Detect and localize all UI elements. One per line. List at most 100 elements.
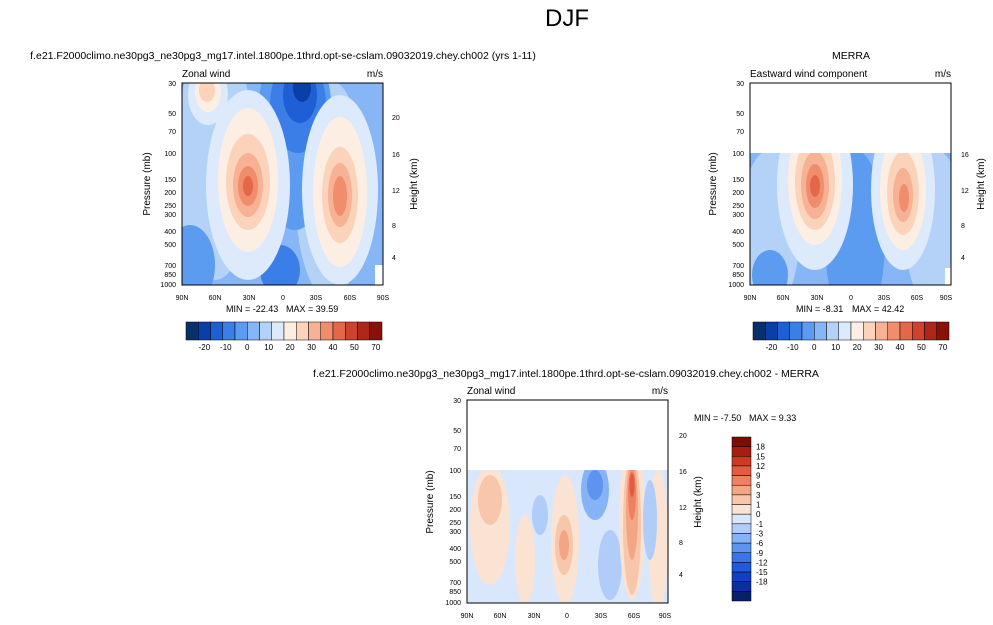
svg-text:30S: 30S bbox=[595, 613, 608, 620]
panel-model-max: MAX = 39.59 bbox=[286, 304, 338, 314]
colorbar-swatch bbox=[271, 321, 285, 341]
svg-text:250: 250 bbox=[449, 520, 461, 527]
colorbar-swatch bbox=[936, 321, 950, 341]
colorbar-label: 40 bbox=[329, 343, 338, 352]
svg-text:60N: 60N bbox=[494, 613, 507, 620]
svg-text:300: 300 bbox=[732, 212, 744, 219]
svg-text:60N: 60N bbox=[777, 295, 790, 302]
svg-text:50: 50 bbox=[168, 111, 176, 118]
svg-text:0: 0 bbox=[281, 295, 285, 302]
svg-text:90N: 90N bbox=[461, 613, 474, 620]
panel-merra-ylabel: Pressure (mb) bbox=[708, 152, 719, 215]
svg-text:60S: 60S bbox=[344, 295, 357, 302]
colorbar-label: -6 bbox=[756, 539, 764, 548]
svg-text:700: 700 bbox=[449, 580, 461, 587]
colorbar-swatch bbox=[789, 321, 803, 341]
colorbar-swatch bbox=[731, 513, 752, 525]
svg-text:70: 70 bbox=[453, 446, 461, 453]
svg-text:30N: 30N bbox=[243, 295, 256, 302]
svg-text:850: 850 bbox=[164, 272, 176, 279]
colorbar-swatch bbox=[875, 321, 888, 341]
colorbar-label: 30 bbox=[307, 343, 316, 352]
colorbar-swatch bbox=[731, 571, 752, 582]
svg-text:700: 700 bbox=[164, 263, 176, 270]
colorbar-label: -20 bbox=[766, 343, 778, 352]
colorbar-swatch bbox=[283, 321, 297, 341]
svg-text:70: 70 bbox=[736, 129, 744, 136]
svg-text:150: 150 bbox=[164, 177, 176, 184]
svg-text:90S: 90S bbox=[659, 613, 672, 620]
colorbar-label: -3 bbox=[756, 529, 764, 538]
svg-text:8: 8 bbox=[961, 223, 965, 230]
colorbar-label: 9 bbox=[756, 472, 761, 481]
colorbar-swatch bbox=[210, 321, 223, 341]
svg-text:1000: 1000 bbox=[728, 282, 744, 289]
panel-merra-colorbar: -20 -10 0 10 20 30 40 50 70 bbox=[752, 321, 950, 352]
colorbar-swatch bbox=[899, 321, 913, 341]
svg-text:16: 16 bbox=[961, 152, 969, 159]
svg-text:30N: 30N bbox=[528, 613, 541, 620]
svg-text:12: 12 bbox=[961, 188, 969, 195]
panel-diff-max: MAX = 9.33 bbox=[749, 413, 796, 423]
colorbar-label: 6 bbox=[756, 481, 761, 490]
svg-text:60S: 60S bbox=[628, 613, 641, 620]
svg-text:200: 200 bbox=[449, 507, 461, 514]
colorbar-swatch bbox=[369, 321, 383, 341]
panel-merra-ylabel-right: Height (km) bbox=[976, 158, 987, 210]
panel-merra-min: MIN = -8.31 bbox=[796, 304, 843, 314]
colorbar-label: 10 bbox=[264, 343, 273, 352]
svg-text:70: 70 bbox=[168, 129, 176, 136]
svg-text:4: 4 bbox=[961, 255, 965, 262]
panel-model-ylabel-right: Height (km) bbox=[409, 158, 420, 210]
colorbar-label: 1 bbox=[756, 501, 761, 510]
svg-text:850: 850 bbox=[449, 589, 461, 596]
svg-text:12: 12 bbox=[392, 188, 400, 195]
svg-text:16: 16 bbox=[392, 152, 400, 159]
colorbar-swatch bbox=[259, 321, 272, 341]
panel-merra-max: MAX = 42.42 bbox=[852, 304, 904, 314]
colorbar-swatch bbox=[814, 321, 827, 341]
svg-text:60S: 60S bbox=[911, 295, 924, 302]
svg-text:8: 8 bbox=[679, 540, 683, 547]
svg-text:4: 4 bbox=[679, 572, 683, 579]
colorbar-swatch bbox=[731, 523, 752, 534]
panel-model-subtitle-right: m/s bbox=[367, 69, 383, 80]
colorbar-label: -18 bbox=[756, 578, 768, 587]
svg-text:200: 200 bbox=[732, 190, 744, 197]
svg-text:30S: 30S bbox=[310, 295, 323, 302]
colorbar-label: 70 bbox=[371, 343, 380, 352]
svg-text:200: 200 bbox=[164, 190, 176, 197]
svg-text:400: 400 bbox=[732, 229, 744, 236]
svg-text:20: 20 bbox=[392, 115, 400, 122]
colorbar-swatch bbox=[731, 446, 752, 457]
svg-text:500: 500 bbox=[164, 242, 176, 249]
colorbar-swatch bbox=[752, 321, 766, 341]
panel-diff-min: MIN = -7.50 bbox=[694, 413, 741, 423]
colorbar-label: 20 bbox=[853, 343, 862, 352]
panel-merra-title: MERRA bbox=[832, 50, 870, 62]
svg-text:16: 16 bbox=[679, 469, 687, 476]
colorbar-label: 50 bbox=[917, 343, 926, 352]
svg-text:90N: 90N bbox=[744, 295, 757, 302]
colorbar-label: -15 bbox=[756, 568, 768, 577]
colorbar-label: -1 bbox=[756, 520, 764, 529]
colorbar-swatch bbox=[731, 494, 752, 505]
panel-model-plot bbox=[182, 83, 383, 285]
panel-model-subtitle-left: Zonal wind bbox=[182, 69, 230, 80]
svg-text:60N: 60N bbox=[209, 295, 222, 302]
svg-text:12: 12 bbox=[679, 505, 687, 512]
svg-text:50: 50 bbox=[736, 111, 744, 118]
svg-text:250: 250 bbox=[732, 203, 744, 210]
colorbar-label: 70 bbox=[938, 343, 947, 352]
colorbar-swatch bbox=[777, 321, 790, 341]
panel-merra-subtitle-right: m/s bbox=[935, 69, 951, 80]
svg-text:850: 850 bbox=[732, 272, 744, 279]
panel-diff-axis-ticks: 30 50 70 100 150 200 250 300 400 500 700… bbox=[445, 398, 686, 620]
colorbar-label: 3 bbox=[756, 491, 761, 500]
panel-diff-ylabel: Pressure (mb) bbox=[425, 470, 436, 533]
svg-text:100: 100 bbox=[732, 151, 744, 158]
colorbar-label: 50 bbox=[350, 343, 359, 352]
panel-diff-subtitle-right: m/s bbox=[652, 386, 668, 397]
colorbar-swatch bbox=[887, 321, 901, 341]
